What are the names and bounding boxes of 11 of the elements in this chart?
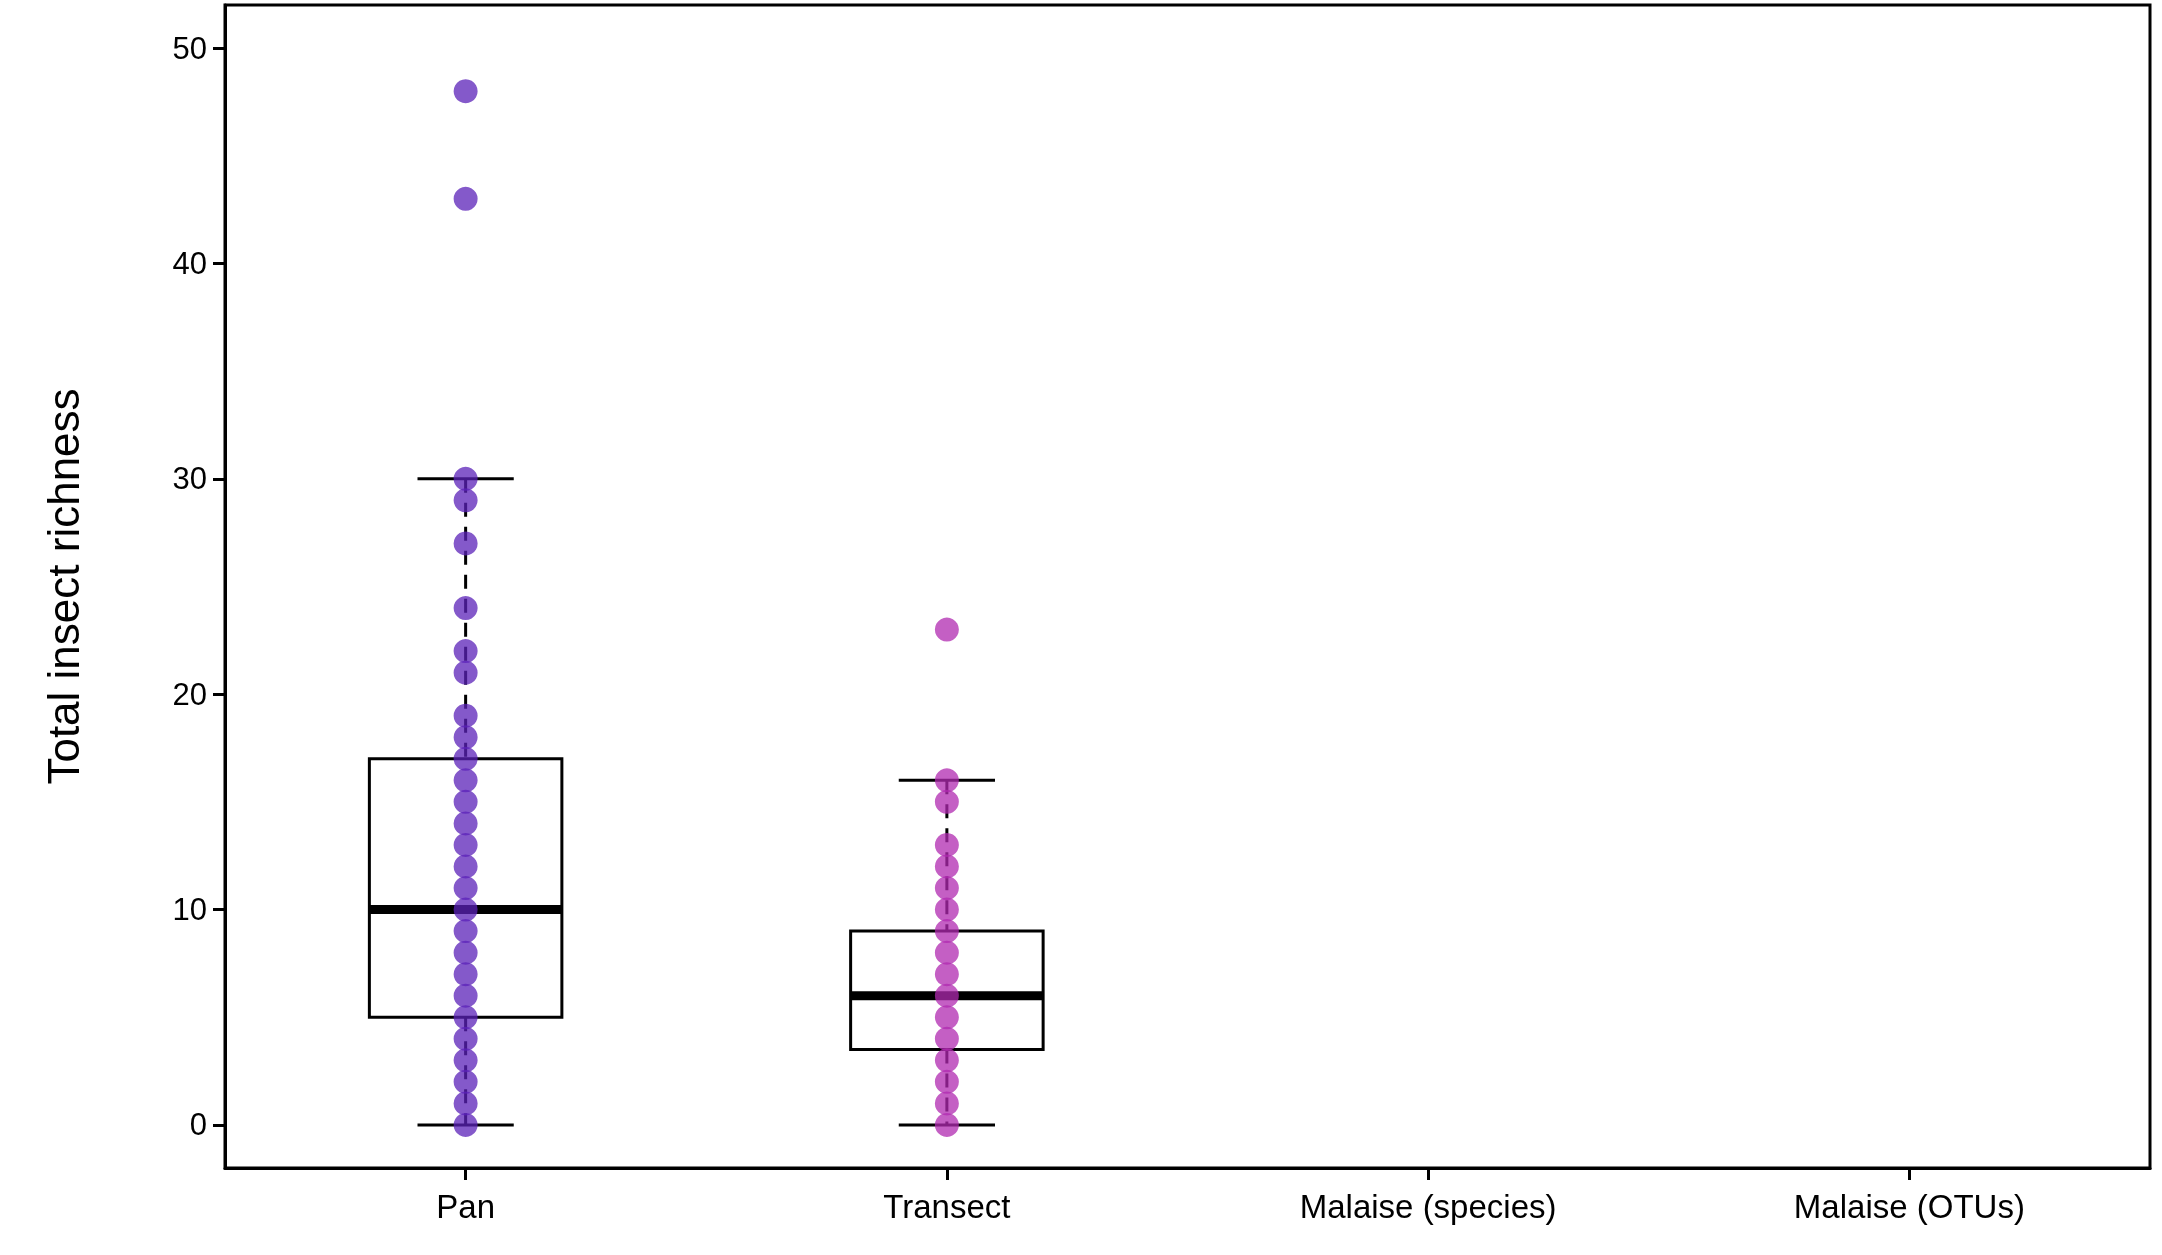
x-tick-label: Transect <box>883 1188 1011 1225</box>
x-tick-label: Malaise (species) <box>1299 1188 1557 1225</box>
y-tick-label: 30 <box>172 461 207 497</box>
x-tick-label: Pan <box>436 1188 495 1225</box>
y-tick-label: 0 <box>189 1107 207 1143</box>
y-tick-label: 20 <box>172 676 207 712</box>
y-tick-label: 40 <box>172 245 207 281</box>
y-tick-label: 50 <box>172 30 207 66</box>
y-axis-title: Total insect richness <box>38 388 88 785</box>
x-tick-label: Malaise (OTUs) <box>1793 1188 2025 1225</box>
y-tick-label: 10 <box>172 892 207 928</box>
